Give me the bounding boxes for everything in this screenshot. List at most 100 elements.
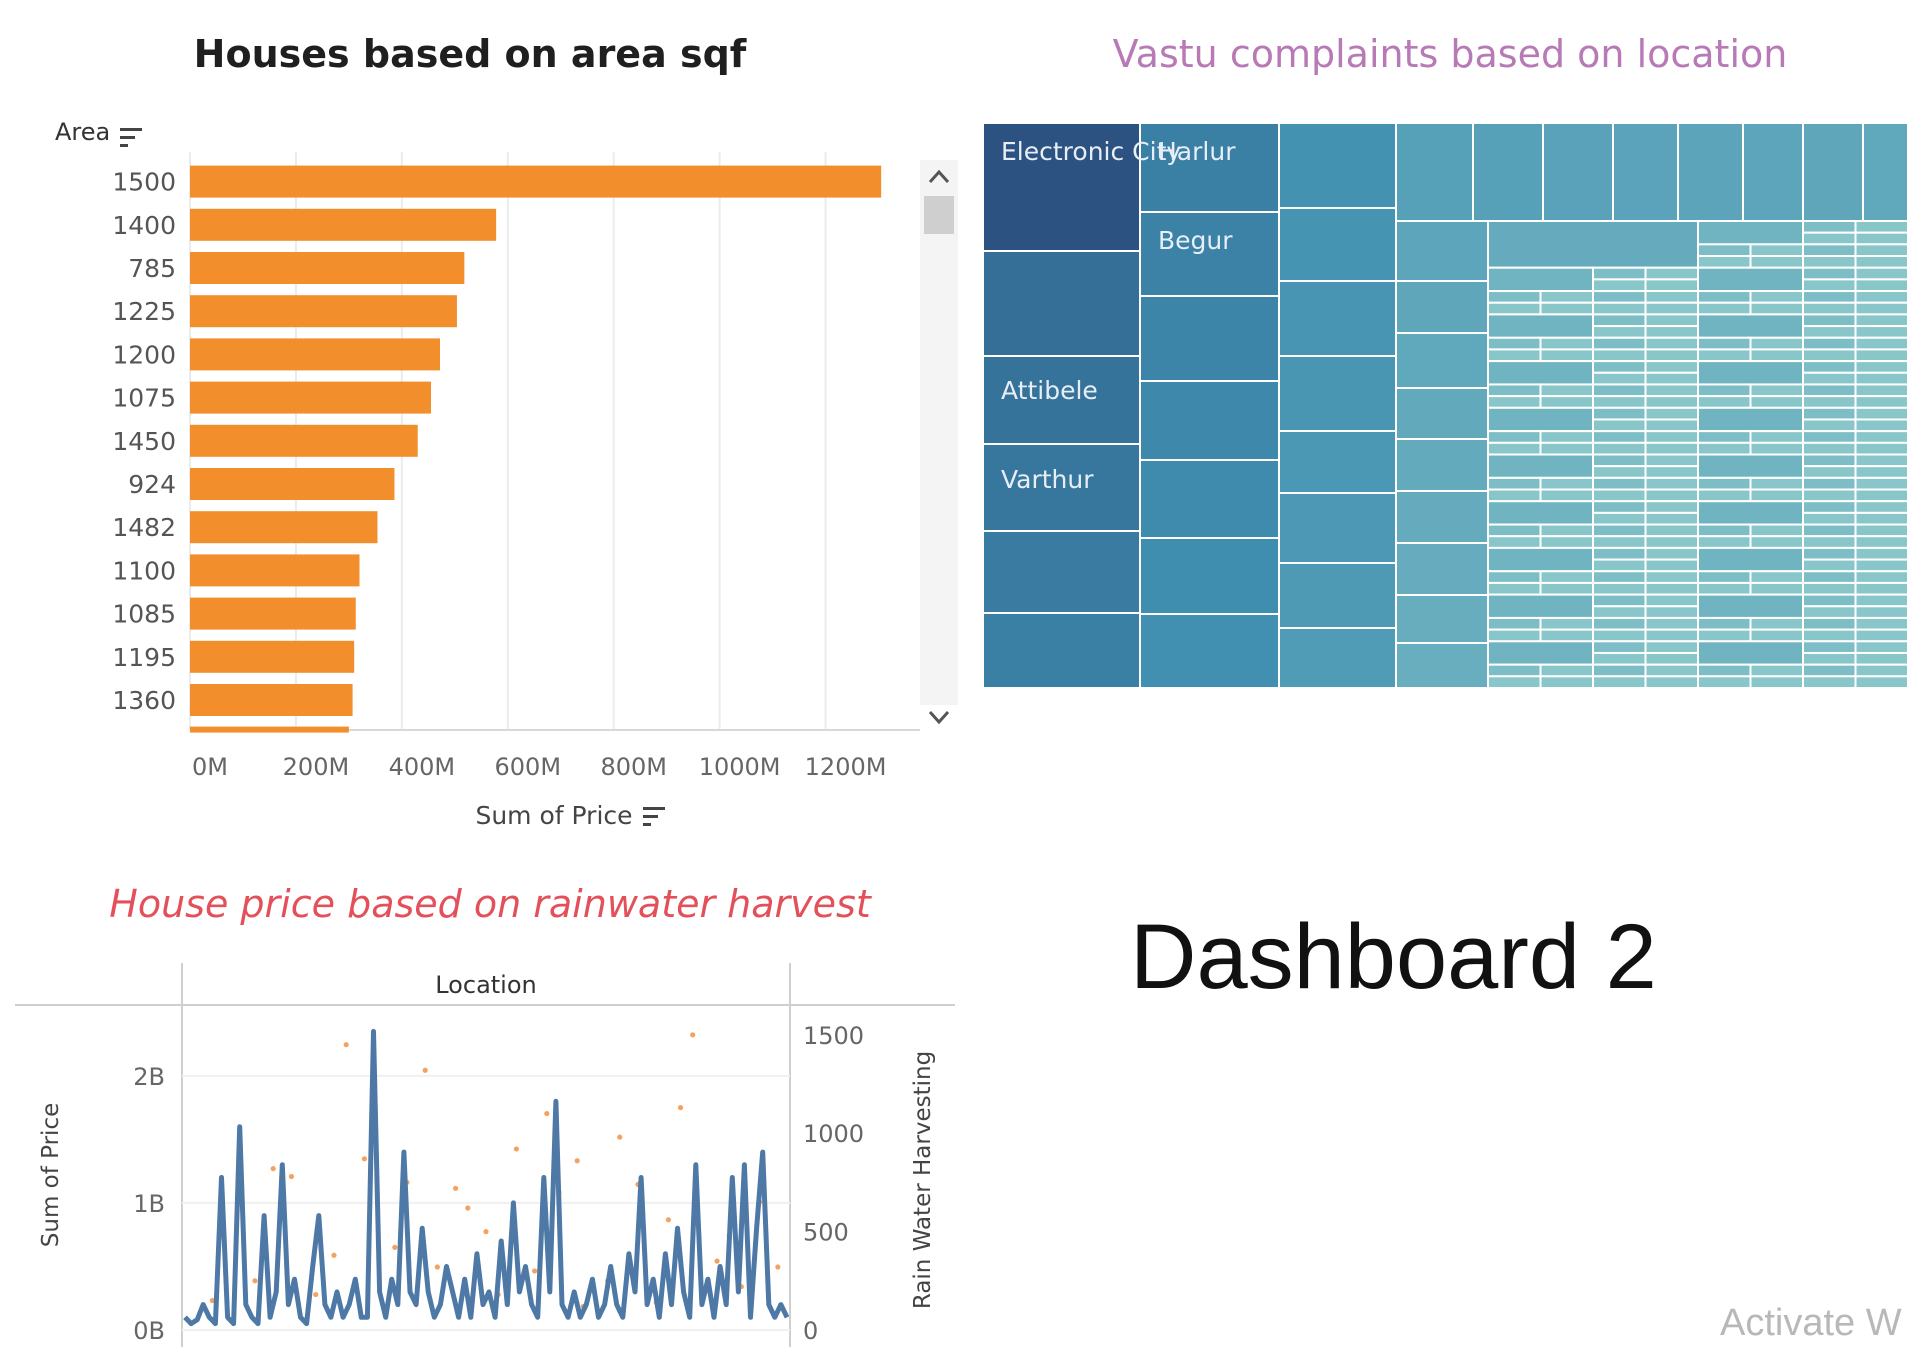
treemap-cell[interactable] — [1592, 663, 1647, 678]
treemap-cell[interactable] — [1697, 546, 1804, 573]
treemap-cell[interactable] — [1697, 395, 1752, 409]
scatter-point[interactable] — [483, 1229, 489, 1235]
treemap-cell[interactable] — [1644, 325, 1699, 339]
scatter-point[interactable] — [544, 1110, 550, 1117]
treemap-cell[interactable] — [1854, 243, 1909, 258]
treemap-cell[interactable] — [1592, 453, 1647, 468]
treemap-cell[interactable] — [1854, 348, 1909, 363]
treemap-cell[interactable] — [1592, 651, 1647, 666]
treemap-cell[interactable] — [1802, 675, 1857, 688]
treemap-cell[interactable] — [1487, 546, 1594, 573]
treemap-cell[interactable] — [1487, 395, 1542, 409]
treemap-cell[interactable] — [1854, 278, 1909, 293]
treemap-cell[interactable] — [1697, 243, 1752, 258]
treemap-cell[interactable] — [1854, 395, 1909, 409]
bar[interactable] — [190, 597, 356, 630]
scatter-point[interactable] — [574, 1158, 580, 1164]
treemap-cell[interactable] — [1749, 243, 1804, 258]
treemap-cell[interactable] — [1487, 441, 1542, 456]
treemap-cell[interactable] — [1802, 348, 1857, 363]
treemap-cell[interactable] — [1802, 488, 1857, 503]
scatter-point[interactable] — [434, 1264, 440, 1270]
treemap-cell[interactable] — [1802, 651, 1857, 666]
treemap-cell[interactable] — [1592, 336, 1647, 351]
treemap-cell[interactable] — [1802, 500, 1857, 514]
bar[interactable] — [190, 640, 355, 673]
treemap-cell[interactable] — [1802, 313, 1857, 328]
treemap-cell[interactable] — [1749, 535, 1804, 549]
treemap-cell[interactable] — [1697, 616, 1752, 631]
treemap-cell[interactable] — [1697, 535, 1752, 549]
bar[interactable] — [190, 338, 440, 371]
treemap-cell[interactable] — [1612, 123, 1679, 222]
treemap-cell[interactable] — [1487, 675, 1542, 688]
bar[interactable] — [190, 511, 378, 544]
bar[interactable] — [190, 165, 882, 198]
scatter-point[interactable] — [775, 1264, 781, 1270]
treemap-cell[interactable] — [1854, 290, 1909, 304]
scatter-point[interactable] — [288, 1173, 295, 1180]
treemap-cell[interactable] — [1802, 278, 1857, 293]
treemap-cell[interactable] — [1749, 628, 1804, 643]
treemap-cell[interactable] — [1697, 581, 1752, 596]
treemap-cell[interactable] — [1592, 616, 1647, 631]
treemap-cell[interactable] — [1677, 123, 1744, 222]
treemap-cell[interactable] — [1644, 406, 1699, 421]
treemap-cell[interactable] — [1854, 266, 1909, 281]
treemap-cell[interactable] — [1395, 387, 1489, 440]
treemap-cell[interactable] — [1592, 278, 1647, 293]
treemap-cell[interactable] — [1487, 570, 1542, 584]
treemap-cell[interactable] — [1487, 523, 1542, 538]
treemap-cell[interactable] — [1592, 523, 1647, 538]
treemap-cell[interactable] — [1472, 123, 1544, 222]
treemap-cell[interactable] — [1592, 360, 1647, 374]
treemap-cell[interactable] — [1539, 616, 1594, 631]
treemap-cell[interactable] — [1487, 488, 1542, 503]
treemap-cell[interactable] — [1487, 220, 1699, 269]
treemap-cell[interactable] — [1854, 558, 1909, 573]
treemap-cell[interactable] — [1539, 301, 1594, 316]
treemap-cell[interactable] — [1854, 231, 1909, 246]
treemap-cell[interactable] — [1395, 542, 1489, 596]
treemap-cell[interactable] — [1854, 605, 1909, 619]
scatter-point[interactable] — [690, 1032, 696, 1038]
treemap-cell[interactable] — [1592, 675, 1647, 688]
treemap-cell[interactable] — [1854, 325, 1909, 339]
treemap-cell[interactable] — [1487, 453, 1594, 479]
treemap-cell[interactable] — [1854, 500, 1909, 514]
scatter-point[interactable] — [714, 1258, 720, 1264]
treemap-cell[interactable] — [1644, 488, 1699, 503]
treemap-cell[interactable] — [1487, 360, 1594, 386]
bar[interactable] — [190, 252, 465, 284]
scatter-point[interactable] — [453, 1185, 459, 1191]
treemap-cell[interactable] — [1644, 441, 1699, 456]
treemap-cell[interactable] — [1644, 278, 1699, 293]
treemap-cell[interactable] — [1592, 593, 1647, 608]
treemap-cell[interactable] — [1854, 581, 1909, 596]
treemap-cell[interactable] — [1749, 581, 1804, 596]
treemap-cell[interactable] — [1592, 418, 1647, 433]
treemap-cell[interactable] — [1592, 570, 1647, 584]
treemap-cell[interactable] — [1278, 562, 1397, 629]
treemap-cell[interactable] — [1862, 123, 1908, 222]
treemap-cell[interactable] — [1749, 395, 1804, 409]
treemap-cell[interactable] — [1644, 500, 1699, 514]
sort-icon[interactable] — [643, 807, 665, 826]
treemap-cell[interactable] — [1697, 360, 1804, 386]
treemap-cell[interactable] — [1802, 406, 1857, 421]
treemap-cell[interactable] — [1697, 290, 1752, 304]
treemap-cell[interactable] — [1802, 441, 1857, 456]
treemap-cell[interactable] — [1854, 220, 1909, 234]
treemap-cell[interactable] — [1395, 123, 1474, 222]
treemap-cell[interactable] — [1854, 616, 1909, 631]
treemap-cell[interactable] — [1802, 430, 1857, 444]
treemap-cell[interactable] — [1487, 430, 1542, 444]
treemap-cell[interactable] — [1854, 628, 1909, 643]
treemap-cell[interactable] — [1592, 465, 1647, 479]
treemap-cell[interactable] — [1802, 255, 1857, 269]
scatter-point[interactable] — [343, 1042, 349, 1048]
treemap-cell[interactable] — [1592, 628, 1647, 643]
treemap-cell[interactable] — [1802, 395, 1857, 409]
treemap-cell[interactable] — [1854, 523, 1909, 538]
scatter-point[interactable] — [532, 1268, 538, 1274]
